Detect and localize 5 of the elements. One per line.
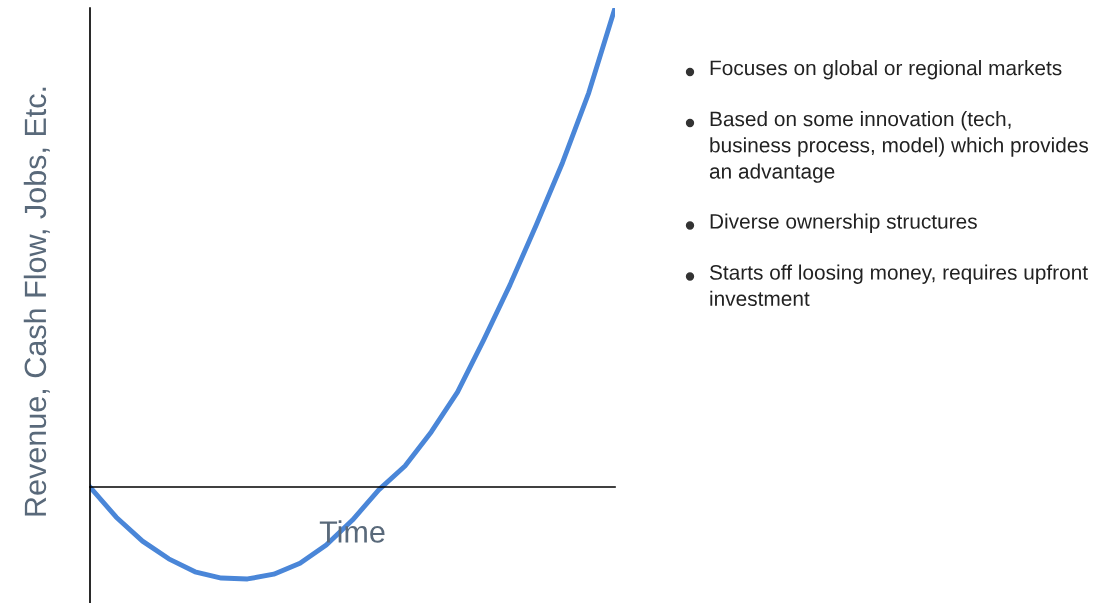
text: Diverse ownership structures xyxy=(710,213,977,233)
text: Based on some innovation (tech, business process, model) which provides an advantage xyxy=(709,111,1089,183)
text: Starts off loosing money, requires upfront investment xyxy=(709,264,1088,307)
y-axis-title: Revenue, Cash Flow, Jobs, Etc. xyxy=(23,87,50,516)
text: Focuses on global or regional markets xyxy=(710,60,1062,80)
